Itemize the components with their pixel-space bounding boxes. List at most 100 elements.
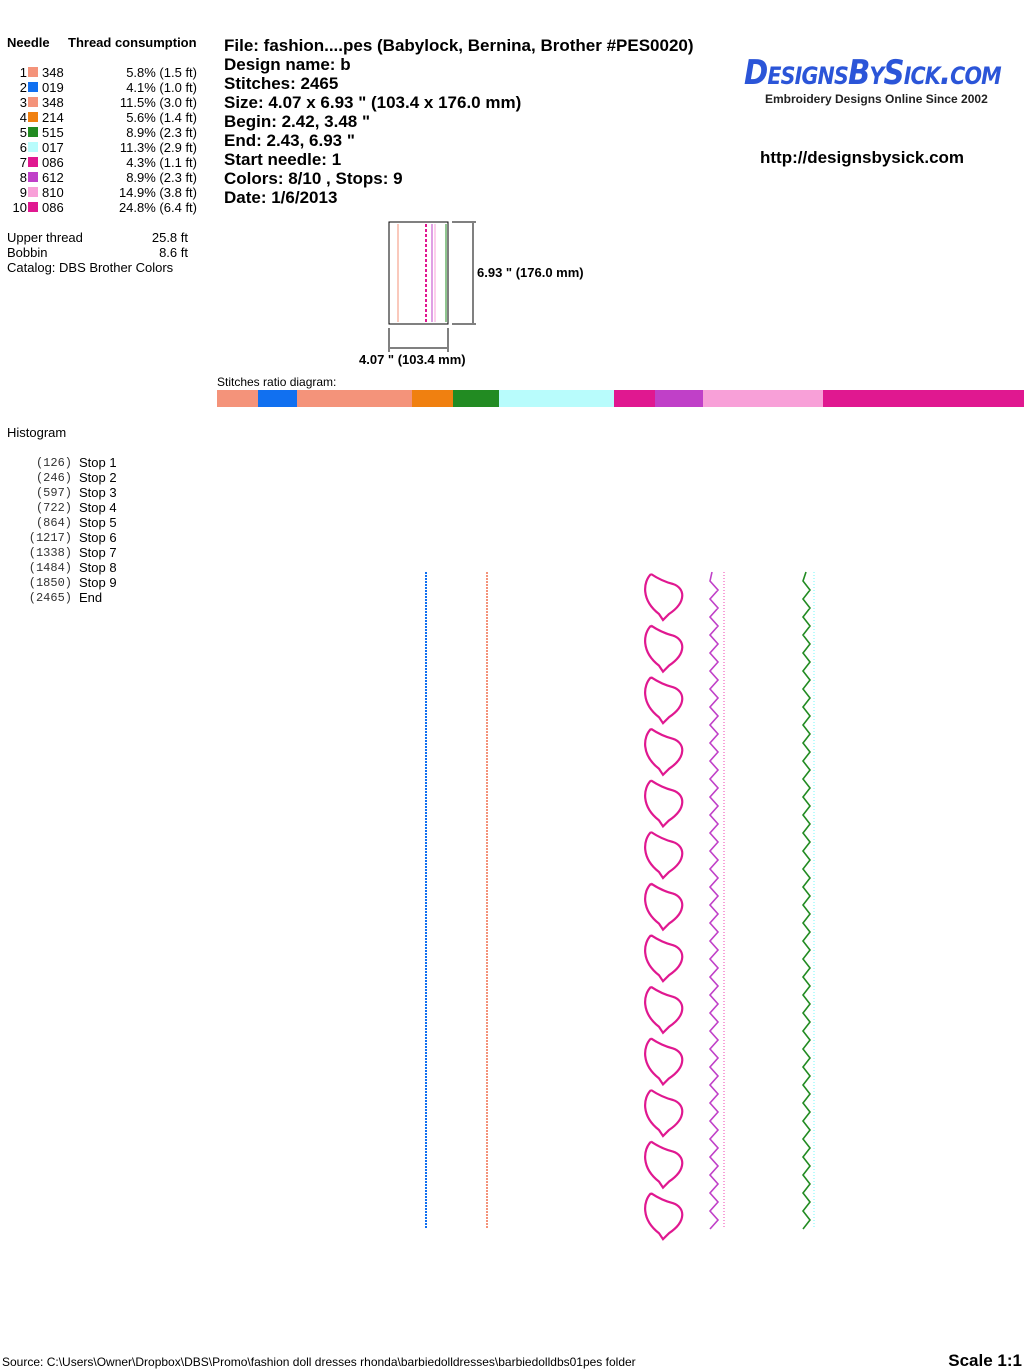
consumption: 5.6% (1.4 ft) [126, 110, 197, 125]
stop-count: (246) [35, 471, 72, 485]
stitch-preview [425, 571, 815, 1241]
stop-label: Stop 4 [79, 500, 117, 515]
stop-label: Stop 9 [79, 575, 117, 590]
thread-code: 086 [42, 155, 64, 170]
info-line: Stitches: 2465 [224, 74, 339, 93]
source: Source: C:\Users\Owner\Dropbox\DBS\Promo… [2, 1355, 636, 1369]
histogram-title: Histogram [7, 425, 67, 440]
needle-swatch [28, 97, 38, 107]
consumption: 8.9% (2.3 ft) [126, 170, 197, 185]
stop-count: (1338) [28, 546, 72, 560]
header-consumption: Thread consumption [68, 35, 197, 50]
info-line: End: 2.43, 6.93 " [224, 131, 355, 150]
stop-label: Stop 3 [79, 485, 117, 500]
ratio-segment [453, 390, 499, 407]
stop-label: Stop 8 [79, 560, 117, 575]
stop-label: Stop 1 [79, 455, 117, 470]
stop-label: Stop 5 [79, 515, 117, 530]
ratio-segment [412, 390, 453, 407]
thread-code: 612 [42, 170, 64, 185]
needle-swatch [28, 67, 38, 77]
catalog: Catalog: DBS Brother Colors [7, 260, 174, 275]
needle-swatch [28, 112, 38, 122]
url: http://designsbysick.com [760, 148, 965, 167]
ratio-segment [614, 390, 655, 407]
ratio-segment [217, 390, 258, 407]
info-line: Colors: 8/10 , Stops: 9 [224, 169, 403, 188]
needle-swatch [28, 172, 38, 182]
stop-count: (597) [35, 486, 72, 500]
stitch [644, 573, 684, 1241]
total-value: 25.8 ft [151, 230, 188, 245]
needle-swatch [28, 187, 38, 197]
consumption: 11.5% (3.0 ft) [119, 95, 197, 110]
thread-code: 086 [42, 200, 64, 215]
needle-swatch [28, 82, 38, 92]
consumption: 5.8% (1.5 ft) [126, 65, 197, 80]
consumption: 8.9% (2.3 ft) [126, 125, 197, 140]
ratio-segment [297, 390, 412, 407]
needle-number: 9 [19, 185, 27, 200]
needle-number: 2 [19, 80, 27, 95]
needle-number: 10 [12, 200, 27, 215]
thread-code: 017 [42, 140, 64, 155]
needle-number: 1 [19, 65, 27, 80]
scale: Scale 1:1 [948, 1351, 1022, 1370]
thread-code: 810 [42, 185, 64, 200]
needle-number: 6 [19, 140, 27, 155]
consumption: 14.9% (3.8 ft) [118, 185, 197, 200]
info-line: Design name: b [224, 55, 351, 74]
thread-code: 348 [42, 65, 64, 80]
stop-count: (864) [35, 516, 72, 530]
ratio-segment [499, 390, 614, 407]
needle-number: 4 [19, 110, 27, 125]
stop-count: (1484) [28, 561, 72, 575]
stop-label: Stop 6 [79, 530, 117, 545]
needle-number: 3 [19, 95, 27, 110]
ratio-segment [655, 390, 703, 407]
header-needle: Needle [7, 35, 50, 50]
info-line: Size: 4.07 x 6.93 " (103.4 x 176.0 mm) [224, 93, 522, 112]
stop-label: End [79, 590, 103, 605]
logo: DesignsBySick.com [744, 53, 1002, 93]
needle-number: 8 [19, 170, 27, 185]
needle-number: 5 [19, 125, 27, 140]
thread-code: 019 [42, 80, 64, 95]
logo-tagline: Embroidery Designs Online Since 2002 [765, 92, 988, 106]
info-line: Begin: 2.42, 3.48 " [224, 112, 371, 131]
thread-code: 214 [42, 110, 64, 125]
needle-swatch [28, 202, 38, 212]
consumption: 11.3% (2.9 ft) [119, 140, 197, 155]
consumption: 24.8% (6.4 ft) [118, 200, 197, 215]
height-label: 6.93 " (176.0 mm) [477, 265, 584, 280]
thread-code: 348 [42, 95, 64, 110]
needle-number: 7 [19, 155, 27, 170]
stop-label: Stop 2 [79, 470, 117, 485]
needle-swatch [28, 142, 38, 152]
width-label: 4.07 " (103.4 mm) [359, 352, 466, 367]
ratio-segment [823, 390, 1024, 407]
stop-count: (1217) [28, 531, 72, 545]
thumbnail [388, 221, 476, 352]
total-label: Bobbin [7, 245, 48, 260]
ratio-segment [703, 390, 823, 407]
info-line: File: fashion....pes (Babylock, Bernina,… [224, 36, 694, 55]
stitch [708, 571, 720, 1230]
ratio-segment [258, 390, 297, 407]
ratio-label: Stitches ratio diagram: [217, 375, 337, 389]
stop-count: (2465) [28, 591, 72, 605]
total-value: 8.6 ft [159, 245, 188, 260]
thread-code: 515 [42, 125, 64, 140]
stitch [801, 571, 812, 1230]
needle-swatch [28, 157, 38, 167]
consumption: 4.3% (1.1 ft) [126, 155, 197, 170]
info-line: Date: 1/6/2013 [224, 188, 338, 207]
stop-count: (126) [35, 456, 72, 470]
info-line: Start needle: 1 [224, 150, 342, 169]
total-label: Upper thread [7, 230, 83, 245]
needle-swatch [28, 127, 38, 137]
stop-label: Stop 7 [79, 545, 117, 560]
consumption: 4.1% (1.0 ft) [126, 80, 197, 95]
